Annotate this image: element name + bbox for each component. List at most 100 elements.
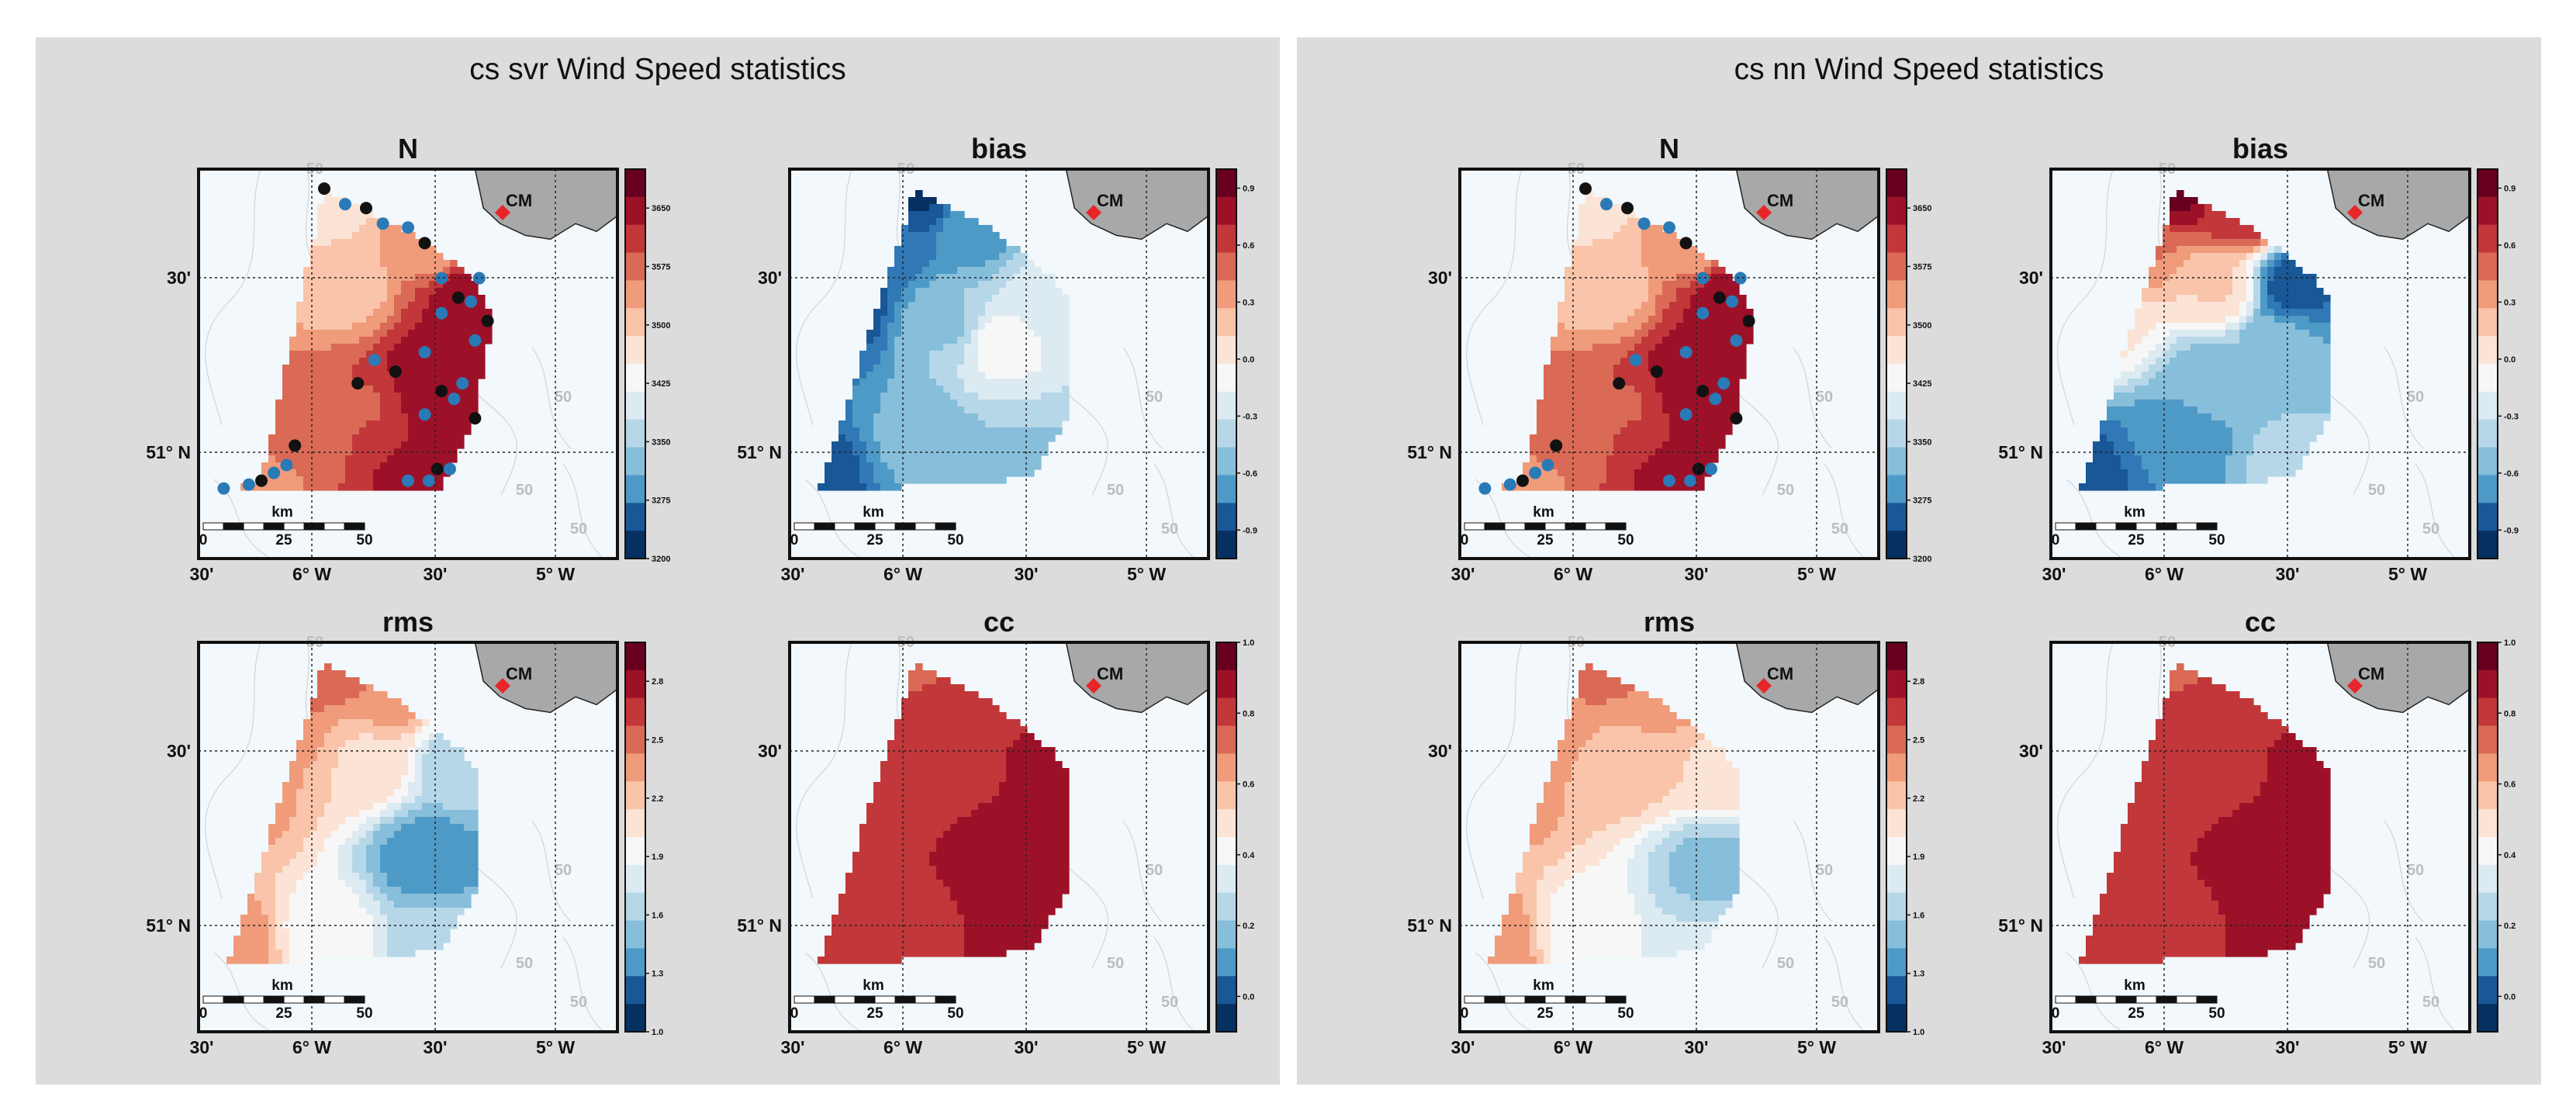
station-blue <box>444 462 456 476</box>
colorbar-tick-label: 3200 <box>652 555 670 564</box>
contour-label: 50 <box>1161 521 1178 538</box>
scale-unit: km <box>2124 504 2145 521</box>
colorbar-tick-label: 0.2 <box>1243 922 1254 931</box>
station-blue <box>1629 353 1642 366</box>
map-frame <box>788 168 1210 560</box>
contour-fill <box>2079 663 2331 964</box>
colorbar-tick-label: 2.2 <box>1913 794 1924 804</box>
contour-label: 50 <box>1777 482 1794 499</box>
coastline <box>1793 820 1833 922</box>
scale-label: 25 <box>1537 532 1554 548</box>
colorbar-tick-label: 3500 <box>1913 321 1931 330</box>
x-tick-label: 30' <box>2042 1037 2066 1057</box>
scale-label: 0 <box>790 532 799 548</box>
place-label: CM <box>1097 664 1123 683</box>
coastline <box>804 479 860 558</box>
x-tick-label: 5° W <box>2388 1037 2427 1057</box>
contour-label: 50 <box>1146 862 1163 879</box>
map-frame <box>2049 168 2471 560</box>
subplot-title: bias <box>2232 133 2288 164</box>
colorbar-tick-label: 1.6 <box>652 911 663 920</box>
colorbar-tick-label: 3350 <box>652 438 670 447</box>
colorbar-tick-label: 0.2 <box>2504 922 2515 931</box>
contour-label: 50 <box>555 862 572 879</box>
x-tick-label: 30' <box>1451 1037 1475 1057</box>
x-tick-label: 5° W <box>2388 564 2427 584</box>
colorbar-tick-label: 0.0 <box>2504 355 2515 365</box>
cm-marker <box>1756 205 1772 220</box>
colorbar-tick-label: 3275 <box>652 496 670 506</box>
subplot-title: cc <box>984 606 1015 638</box>
scale-label: 25 <box>2128 1005 2145 1022</box>
place-label: CM <box>1767 191 1793 210</box>
subplot-rms: 50 50 50 50 CM km 0 25 50 30' 6° W 30' 5° W 30' 51° N 1… <box>1331 510 1967 1112</box>
coastline <box>1466 168 1523 426</box>
contour-label: 50 <box>1831 521 1848 538</box>
x-tick-label: 5° W <box>536 1037 575 1057</box>
x-tick-label: 5° W <box>536 564 575 584</box>
scale-label: 50 <box>356 532 372 548</box>
y-tick-label: 30' <box>167 741 191 761</box>
subplot-bias: 50 50 50 50 CM km 0 25 50 30' 6° W 30' 5° W 30' 51° N -… <box>1922 37 2558 638</box>
map-frame <box>1458 168 1880 560</box>
colorbar-tick-label: 0.6 <box>1243 241 1254 251</box>
y-tick-label: 30' <box>758 268 782 288</box>
colorbar-tick-label: 3350 <box>1913 438 1931 447</box>
contour-label: 50 <box>2368 482 2385 499</box>
contour-label: 50 <box>1161 994 1178 1011</box>
station-blue <box>423 474 435 487</box>
scale-label: 25 <box>275 1005 292 1022</box>
station-blue <box>376 217 389 230</box>
scale-label: 0 <box>1461 532 1469 548</box>
y-tick-label: 30' <box>2019 268 2043 288</box>
station-blue <box>465 295 477 308</box>
scale-unit: km <box>271 504 292 521</box>
station-black <box>1692 462 1705 476</box>
x-tick-label: 30' <box>2275 1037 2299 1057</box>
scale-label: 0 <box>199 1005 208 1022</box>
x-tick-label: 30' <box>1684 564 1708 584</box>
colorbar: -0.9 -0.6 -0.3 0.0 0.3 0.6 0.9 <box>2477 168 2519 559</box>
station-black <box>1516 474 1529 487</box>
station-black <box>289 439 302 452</box>
coastline <box>213 952 269 1031</box>
scale-bar: km 0 25 50 <box>2052 504 2225 548</box>
y-tick-label: 51° N <box>1407 442 1452 462</box>
station-blue <box>418 345 431 358</box>
cm-marker <box>495 205 510 220</box>
contour-label: 50 <box>1831 994 1848 1011</box>
station-black <box>1621 202 1634 215</box>
station-blue <box>368 353 381 366</box>
station-black <box>360 202 372 215</box>
scale-bar: km 0 25 50 <box>1461 504 1634 548</box>
colorbar-tick-label: 1.0 <box>2504 638 2515 648</box>
station-blue <box>1663 221 1675 234</box>
colorbar-tick-label: 1.9 <box>1913 853 1924 862</box>
station-black <box>1579 182 1592 195</box>
station-black <box>481 314 494 327</box>
colorbar-tick-label: 3425 <box>1913 379 1931 389</box>
scale-unit: km <box>271 977 292 994</box>
station-blue <box>268 466 281 479</box>
contour-label: 50 <box>2422 994 2439 1011</box>
station-blue <box>456 377 469 390</box>
station-blue <box>448 393 461 406</box>
station-black <box>1550 439 1563 452</box>
coastline <box>796 168 852 426</box>
y-tick-label: 51° N <box>1998 915 2043 936</box>
x-tick-label: 6° W <box>883 1037 922 1057</box>
station-black <box>1730 412 1743 425</box>
coastline <box>1824 936 1864 1031</box>
colorbar-tick-label: 3275 <box>1913 496 1931 506</box>
contour-label: 50 <box>1777 955 1794 972</box>
coastline <box>2057 642 2114 899</box>
place-label: CM <box>506 191 532 210</box>
colorbar-tick-label: 2.8 <box>1913 677 1924 687</box>
colorbar-tick-label: -0.9 <box>1243 526 1257 535</box>
colorbar-tick-label: 0.4 <box>2504 851 2516 860</box>
y-tick-label: 30' <box>1428 268 1452 288</box>
x-tick-label: 5° W <box>1797 564 1836 584</box>
y-tick-label: 30' <box>167 268 191 288</box>
station-blue <box>435 272 448 285</box>
cm-marker <box>1086 205 1101 220</box>
